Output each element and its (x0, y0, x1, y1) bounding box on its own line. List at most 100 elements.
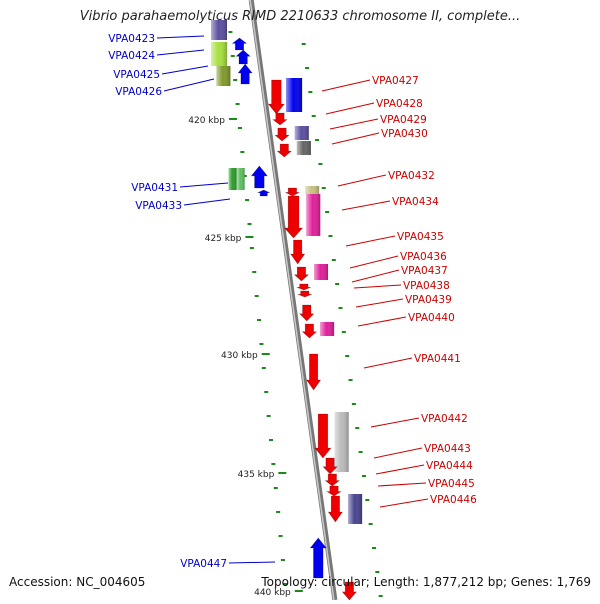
gene-vpa0438-b (297, 290, 312, 298)
chromosome-backbone (248, 0, 338, 601)
label-vpa0433-leader (183, 198, 231, 206)
gene-vpa0438-a (296, 283, 311, 291)
label-vpa0428-leader (325, 102, 375, 115)
label-vpa0427-leader (321, 79, 371, 92)
label-vpa0435-leader (345, 235, 396, 247)
gene-vpa0434-red (283, 195, 304, 239)
scale-label: 430 kbp (221, 351, 258, 361)
label-vpa0437-leader (351, 269, 400, 283)
label-vpa0436: VPA0436 (400, 251, 447, 263)
gene-vpa0441 (306, 353, 322, 391)
label-vpa0440: VPA0440 (408, 312, 455, 324)
label-vpa0443: VPA0443 (424, 443, 471, 455)
label-vpa0438: VPA0438 (403, 280, 450, 292)
map-title: Vibrio parahaemolyticus RIMD 2210633 chr… (79, 9, 521, 24)
gene-features (211, 20, 363, 601)
gene-vpa0430-shade (296, 141, 311, 155)
gene-vpa0439 (299, 304, 315, 322)
gene-bottom-red (341, 581, 358, 601)
label-vpa0424: VPA0424 (108, 50, 155, 62)
label-vpa0431: VPA0431 (131, 182, 178, 194)
label-vpa0434-leader (341, 200, 391, 211)
label-vpa0429-leader (329, 118, 379, 130)
label-vpa0431-leader (179, 182, 229, 188)
gene-vpa0445 (325, 485, 343, 497)
label-vpa0428: VPA0428 (376, 98, 423, 110)
accession-text: Accession: NC_004605 (9, 575, 146, 589)
label-vpa0442-leader (370, 417, 420, 428)
gene-vpa0433-b (257, 189, 270, 197)
label-vpa0432: VPA0432 (388, 170, 435, 182)
scale-label: 435 kbp (238, 470, 275, 480)
gene-vpa0446-red (327, 495, 343, 523)
label-vpa0436-leader (349, 255, 399, 269)
gene-vpa0443 (322, 457, 338, 475)
gene-vpa0444 (324, 473, 341, 487)
label-vpa0447-leader (228, 561, 276, 564)
label-vpa0444: VPA0444 (426, 460, 473, 472)
gene-vpa0431-b-shade (236, 168, 245, 190)
label-vpa0426: VPA0426 (115, 86, 162, 98)
label-vpa0430-leader (331, 132, 380, 145)
label-vpa0439: VPA0439 (405, 294, 452, 306)
gene-vpa0424-b (235, 49, 251, 65)
gene-vpa0429-shade (294, 126, 309, 140)
gene-vpa0442-red (314, 413, 332, 459)
label-vpa0427: VPA0427 (372, 75, 419, 87)
label-vpa0432-leader (337, 174, 387, 187)
label-vpa0423: VPA0423 (108, 33, 155, 45)
label-vpa0446-leader (379, 498, 429, 508)
gene-vpa0427 (267, 79, 285, 115)
gene-vpa0442-shade (334, 412, 349, 472)
label-vpa0425-leader (161, 65, 209, 75)
label-vpa0440-leader (357, 316, 407, 327)
label-vpa0430: VPA0430 (381, 128, 428, 140)
label-vpa0441: VPA0441 (414, 353, 461, 365)
topology-summary: Topology: circular; Length: 1,877,212 bp… (261, 575, 591, 589)
backbone-line (248, 0, 338, 601)
label-vpa0447: VPA0447 (180, 558, 227, 570)
label-vpa0437: VPA0437 (401, 265, 448, 277)
label-vpa0442: VPA0442 (421, 413, 468, 425)
label-vpa0423-leader (156, 35, 205, 39)
gene-vpa0428-shade (286, 78, 303, 112)
tick-marks (228, 31, 383, 597)
gene-vpa0447 (309, 537, 327, 579)
label-vpa0434: VPA0434 (392, 196, 439, 208)
gene-vpa0424-a (231, 37, 248, 51)
gene-vpa0431-shade (228, 168, 237, 190)
label-vpa0438-leader (353, 284, 402, 289)
label-vpa0441-leader (363, 357, 413, 369)
backbone-highlight (249, 0, 335, 601)
scale-label: 425 kbp (205, 234, 242, 244)
gene-vpa0440-red (301, 323, 318, 339)
label-vpa0429: VPA0429 (380, 114, 427, 126)
gene-vpa0423-shade (211, 20, 227, 40)
gene-vpa0430-red (276, 143, 293, 158)
scale-labels: 420 kbp 425 kbp 430 kbp 435 kbp 440 kbp (188, 116, 303, 598)
label-vpa0435: VPA0435 (397, 231, 444, 243)
gene-vpa0436 (293, 266, 310, 282)
label-vpa0424-leader (156, 49, 205, 56)
gene-vpa0429-red (274, 127, 290, 142)
label-vpa0439-leader (355, 298, 404, 308)
label-vpa0425: VPA0425 (113, 69, 160, 81)
gene-vpa0426-shade (216, 66, 231, 86)
gene-vpa0440-shade (320, 322, 335, 336)
label-vpa0445-leader (377, 482, 427, 487)
scale-label: 420 kbp (188, 116, 225, 126)
gene-vpa0434-shade (306, 194, 321, 236)
gene-vpa0426-arrow (237, 63, 253, 85)
gene-vpa0437-shade (314, 264, 329, 280)
label-vpa0444-leader (375, 464, 425, 475)
gene-labels: VPA0423 VPA0424 VPA0425 VPA0426 VPA0431 VPA04… (108, 33, 477, 570)
gene-vpa0428-red (272, 112, 288, 126)
label-vpa0443-leader (373, 447, 423, 459)
gene-vpa0432-red (285, 187, 300, 197)
gene-vpa0425-shade (211, 42, 228, 66)
scale-label: 440 kbp (254, 588, 291, 598)
label-vpa0426-leader (163, 78, 215, 92)
gene-vpa0446-shade (348, 494, 363, 524)
